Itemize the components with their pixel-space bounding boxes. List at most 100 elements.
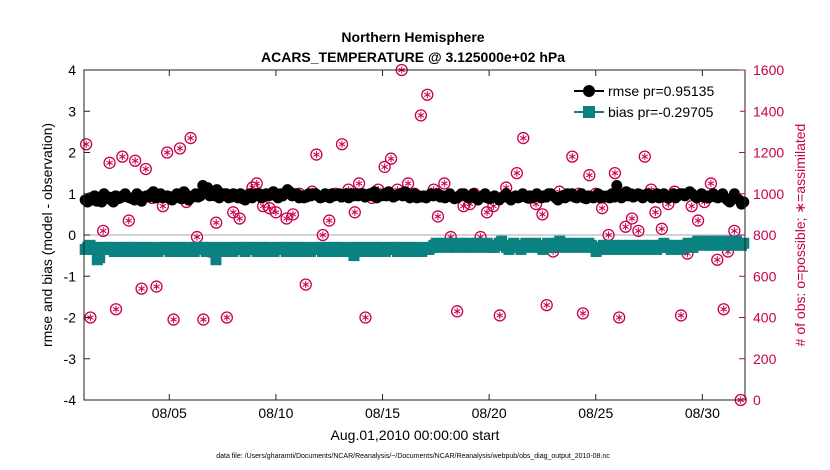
obs-count-point (150, 280, 163, 293)
y-tick-label-left: 1 (68, 186, 76, 202)
x-tick-label: 08/15 (365, 405, 400, 421)
chart-title: Northern Hemisphere (341, 29, 484, 45)
obs-count-point (384, 152, 398, 165)
obs-count-point (299, 278, 312, 291)
obs-count-point (116, 150, 129, 163)
rmse-point (611, 180, 623, 191)
legend-bias-marker (583, 106, 595, 118)
obs-count-point (576, 307, 590, 320)
x-tick-label: 08/30 (685, 405, 720, 421)
obs-count-point (566, 150, 579, 163)
x-tick-label: 08/25 (578, 405, 613, 421)
obs-count-point (613, 311, 626, 324)
obs-count-point (323, 214, 336, 227)
obs-count-point (480, 206, 494, 219)
obs-count-point (316, 228, 329, 242)
y-tick-label-left: -4 (64, 392, 77, 408)
obs-count-point (625, 212, 639, 225)
obs-count-point (103, 156, 116, 169)
obs-count-point (122, 214, 135, 227)
obs-count-point (536, 208, 549, 221)
x-tick-label: 08/10 (258, 405, 293, 421)
y-tick-label-left: -3 (64, 351, 77, 367)
obs-count-point (135, 282, 148, 295)
obs-count-point (691, 214, 705, 227)
y-tick-label-left: 2 (68, 145, 76, 161)
legend-bias-label: bias pr=-0.29705 (608, 104, 714, 120)
obs-count-point (493, 309, 506, 322)
bias-point (348, 250, 360, 262)
y-axis-left: -4 -3 -2 -1 0 1 2 3 4 (64, 62, 90, 408)
obs-count-point (109, 303, 123, 316)
obs-count-point (540, 298, 553, 312)
legend-rmse-marker (583, 85, 595, 97)
y-axis-left-label: rmse and bias (model - observation) (39, 123, 55, 347)
obs-count-point (583, 169, 596, 182)
obs-count-point (638, 150, 651, 163)
obs-count-point (184, 131, 197, 145)
obs-count-point (431, 210, 445, 223)
bias-point (94, 252, 106, 264)
y-tick-label-right: 1600 (753, 62, 784, 78)
obs-count-point (310, 148, 323, 161)
x-axis: 08/05 08/10 08/15 08/20 08/25 08/30 (152, 70, 720, 421)
obs-count-point (286, 208, 300, 221)
obs-count-point (352, 177, 366, 190)
y-tick-label-right: 0 (753, 392, 761, 408)
obs-count-point (632, 224, 645, 238)
legend-box (570, 76, 740, 124)
obs-count-point (450, 305, 464, 318)
y-tick-label-right: 1400 (753, 103, 784, 119)
obs-count-point (161, 146, 174, 159)
obs-count-point (167, 313, 180, 326)
y-tick-label-left: 4 (68, 62, 76, 78)
obs-count-point (359, 311, 372, 324)
y-axis-right: 0 200 400 600 800 1000 1200 1400 1600 (739, 62, 784, 408)
x-tick-label: 08/20 (472, 405, 507, 421)
rmse-series (79, 180, 750, 210)
y-tick-label-left: 3 (68, 103, 76, 119)
obs-count-point (173, 142, 187, 155)
obs-count-point (517, 131, 530, 145)
rmse-point (738, 196, 750, 208)
y-tick-label-right: 1000 (753, 186, 784, 202)
y-tick-label-left: -1 (64, 268, 77, 284)
y-tick-label-right: 1200 (753, 145, 784, 161)
y-tick-label-right: 800 (753, 227, 777, 243)
bias-point (89, 243, 101, 255)
obs-count-point (619, 220, 632, 233)
bias-point (210, 254, 222, 266)
obs-count-point (608, 166, 622, 180)
obs-count-point (438, 177, 451, 190)
obs-count-point (97, 224, 110, 238)
bias-point (738, 237, 750, 249)
obs-count-point (233, 212, 246, 225)
legend-rmse-label: rmse pr=0.95135 (608, 83, 714, 99)
obs-count-point (655, 222, 668, 235)
obs-count-point (378, 160, 391, 174)
y-tick-label-right: 600 (753, 268, 777, 284)
obs-count-point (414, 109, 428, 122)
y-tick-label-right: 400 (753, 310, 777, 326)
obs-count-point (510, 166, 523, 180)
obs-count-point (674, 309, 688, 322)
obs-count-point (335, 138, 349, 151)
obs-count-point (227, 206, 240, 219)
y-tick-label-left: -2 (64, 310, 77, 326)
obs-count-point (717, 303, 730, 316)
bias-series (79, 235, 750, 266)
obs-count-point (711, 253, 724, 266)
y-axis-right-label: # of obs: o=possible; ∗=assimilated (792, 124, 808, 347)
legend: rmse pr=0.95135 bias pr=-0.29705 (570, 76, 740, 124)
x-axis-label: Aug.01,2010 00:00:00 start (331, 427, 500, 443)
chart-subtitle: ACARS_TEMPERATURE @ 3.125000e+02 hPa (261, 49, 565, 65)
obs-count-point (421, 88, 434, 101)
obs-count-point (685, 199, 698, 213)
obs-count-point (348, 206, 361, 219)
obs-count-point (457, 199, 470, 213)
obs-count-point (129, 154, 142, 167)
y-tick-label-left: 0 (68, 227, 76, 243)
obs-count-point (649, 206, 662, 219)
obs-count-point (139, 162, 152, 176)
